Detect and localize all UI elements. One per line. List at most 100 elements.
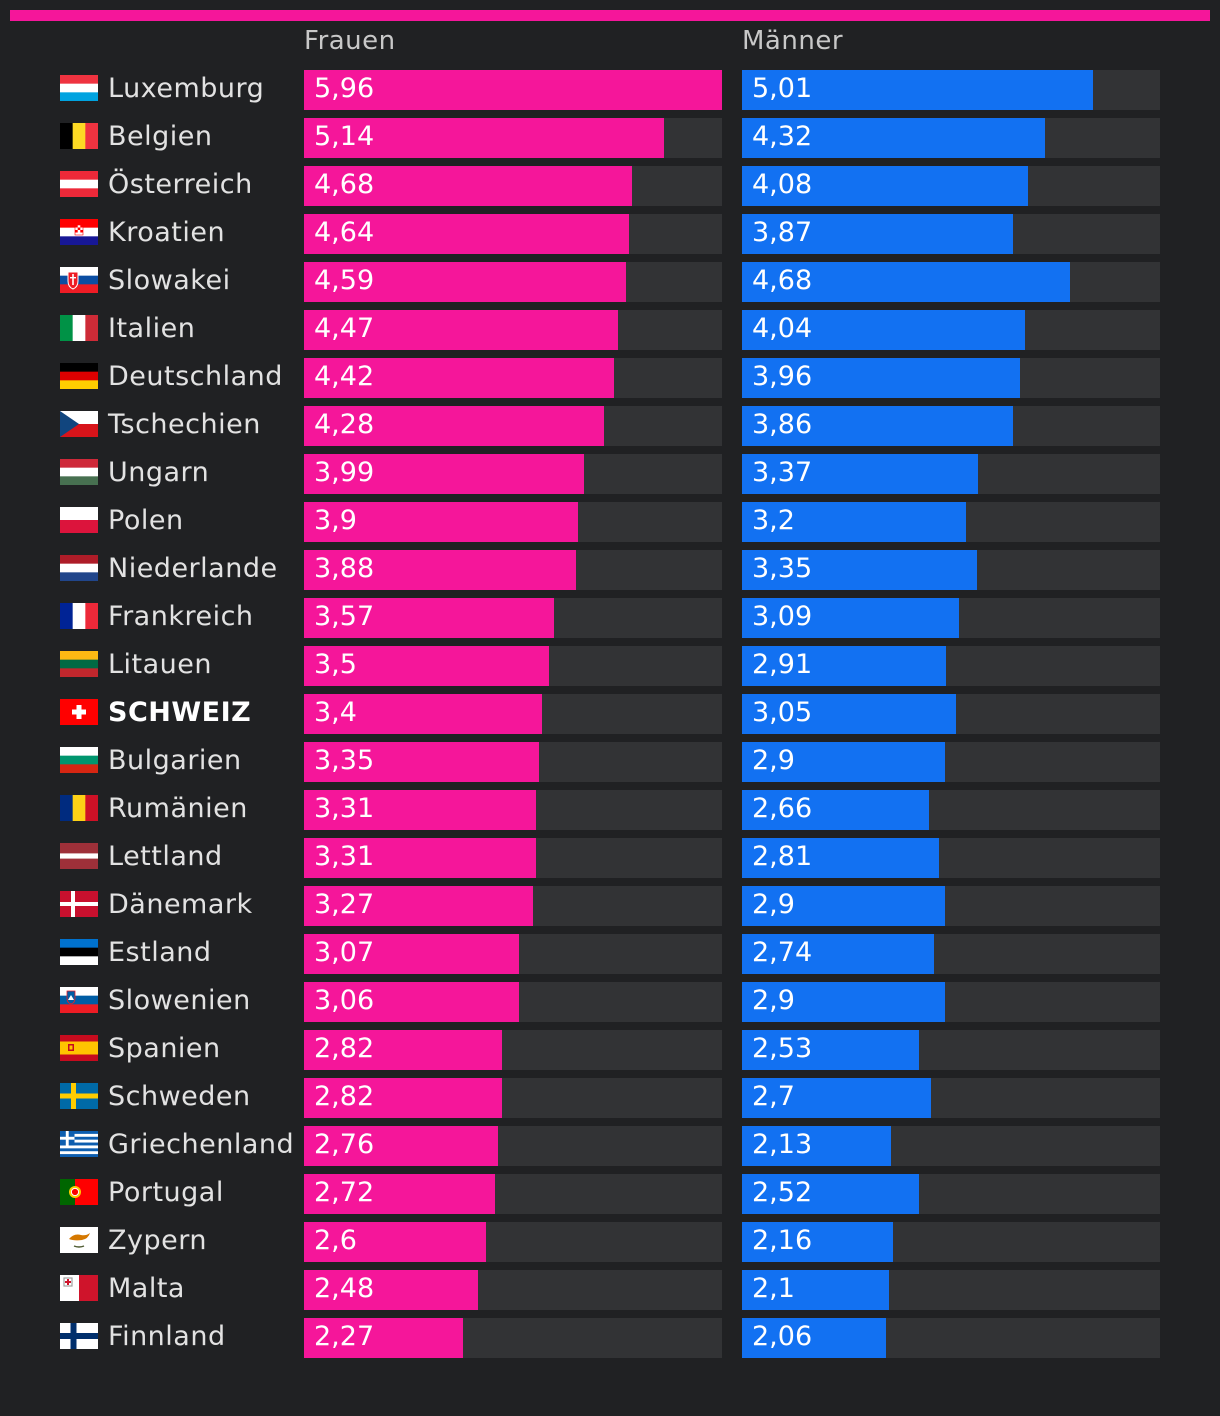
women-bar-track: 4,28 — [304, 406, 722, 446]
men-bar-track: 4,32 — [742, 118, 1160, 158]
men-bar-track: 2,66 — [742, 790, 1160, 830]
women-bar — [304, 1030, 502, 1070]
women-bar — [304, 454, 584, 494]
men-bar — [742, 310, 1025, 350]
men-bar — [742, 1318, 886, 1358]
men-bar-track: 2,81 — [742, 838, 1160, 878]
women-bar-track: 2,76 — [304, 1126, 722, 1166]
women-bar-track: 4,47 — [304, 310, 722, 350]
women-value-label: 2,72 — [314, 1177, 375, 1208]
men-bar — [742, 358, 1020, 398]
men-bar-track: 4,08 — [742, 166, 1160, 206]
women-bar — [304, 310, 618, 350]
men-bar — [742, 70, 1093, 110]
country-row: Estland 3,07 2,74 — [0, 934, 1220, 974]
women-value-label: 5,96 — [314, 73, 375, 104]
column-title-men: Männer — [742, 26, 844, 56]
men-value-label: 2,53 — [752, 1033, 813, 1064]
country-label: Slowakei — [108, 265, 231, 296]
country-label: Lettland — [108, 841, 223, 872]
men-value-label: 4,08 — [752, 169, 813, 200]
country-label: Belgien — [108, 121, 213, 152]
women-bar-track: 3,31 — [304, 838, 722, 878]
women-bar — [304, 838, 536, 878]
men-bar — [742, 646, 946, 686]
men-bar-track: 2,74 — [742, 934, 1160, 974]
women-value-label: 4,42 — [314, 361, 375, 392]
women-bar — [304, 262, 626, 302]
men-bar-track: 2,16 — [742, 1222, 1160, 1262]
country-label: Estland — [108, 937, 212, 968]
men-bar — [742, 790, 929, 830]
column-title-women: Frauen — [304, 26, 396, 56]
women-value-label: 3,9 — [314, 505, 357, 536]
hungary-flag-icon — [60, 459, 98, 485]
men-value-label: 2,16 — [752, 1225, 813, 1256]
women-bar — [304, 214, 629, 254]
women-bar-track: 5,14 — [304, 118, 722, 158]
country-label: Frankreich — [108, 601, 254, 632]
women-value-label: 3,06 — [314, 985, 375, 1016]
slovenia-flag-icon — [60, 987, 98, 1013]
men-bar-track: 3,37 — [742, 454, 1160, 494]
women-bar-track: 3,88 — [304, 550, 722, 590]
accent-top-bar — [10, 10, 1210, 21]
country-label: Luxemburg — [108, 73, 265, 104]
women-bar-track: 3,99 — [304, 454, 722, 494]
women-bar-track: 2,72 — [304, 1174, 722, 1214]
men-bar — [742, 1270, 889, 1310]
austria-flag-icon — [60, 171, 98, 197]
men-bar — [742, 454, 978, 494]
bulgaria-flag-icon — [60, 747, 98, 773]
women-value-label: 4,59 — [314, 265, 375, 296]
country-row: Deutschland 4,42 3,96 — [0, 358, 1220, 398]
croatia-flag-icon — [60, 219, 98, 245]
men-value-label: 4,32 — [752, 121, 813, 152]
country-label: Spanien — [108, 1033, 221, 1064]
country-label: Slowenien — [108, 985, 251, 1016]
men-value-label: 2,9 — [752, 889, 795, 920]
lithuania-flag-icon — [60, 651, 98, 677]
country-row: Slowakei 4,59 4,68 — [0, 262, 1220, 302]
men-bar-track: 2,52 — [742, 1174, 1160, 1214]
women-value-label: 2,6 — [314, 1225, 357, 1256]
country-row: Dänemark 3,27 2,9 — [0, 886, 1220, 926]
women-bar-track: 2,82 — [304, 1078, 722, 1118]
men-value-label: 5,01 — [752, 73, 813, 104]
romania-flag-icon — [60, 795, 98, 821]
men-bar-track: 2,9 — [742, 982, 1160, 1022]
men-bar-track: 2,53 — [742, 1030, 1160, 1070]
women-bar-track: 3,5 — [304, 646, 722, 686]
country-row: Malta 2,48 2,1 — [0, 1270, 1220, 1310]
country-label: Zypern — [108, 1225, 207, 1256]
women-bar — [304, 406, 604, 446]
country-row: Zypern 2,6 2,16 — [0, 1222, 1220, 1262]
country-row: SCHWEIZ 3,4 3,05 — [0, 694, 1220, 734]
country-label: Griechenland — [108, 1129, 295, 1160]
men-value-label: 2,7 — [752, 1081, 795, 1112]
men-value-label: 3,09 — [752, 601, 813, 632]
country-row: Tschechien 4,28 3,86 — [0, 406, 1220, 446]
country-label: Bulgarien — [108, 745, 242, 776]
poland-flag-icon — [60, 507, 98, 533]
women-value-label: 3,99 — [314, 457, 375, 488]
men-value-label: 2,9 — [752, 745, 795, 776]
men-bar-track: 2,06 — [742, 1318, 1160, 1358]
men-value-label: 4,04 — [752, 313, 813, 344]
women-value-label: 3,35 — [314, 745, 375, 776]
women-value-label: 2,82 — [314, 1033, 375, 1064]
women-value-label: 3,07 — [314, 937, 375, 968]
men-bar-track: 2,91 — [742, 646, 1160, 686]
men-bar-track: 5,01 — [742, 70, 1160, 110]
women-bar-track: 3,9 — [304, 502, 722, 542]
women-value-label: 3,27 — [314, 889, 375, 920]
italy-flag-icon — [60, 315, 98, 341]
estonia-flag-icon — [60, 939, 98, 965]
country-row: Österreich 4,68 4,08 — [0, 166, 1220, 206]
country-label: Deutschland — [108, 361, 283, 392]
women-bar — [304, 886, 533, 926]
men-bar — [742, 502, 966, 542]
country-row: Italien 4,47 4,04 — [0, 310, 1220, 350]
women-bar — [304, 1318, 463, 1358]
men-value-label: 2,9 — [752, 985, 795, 1016]
